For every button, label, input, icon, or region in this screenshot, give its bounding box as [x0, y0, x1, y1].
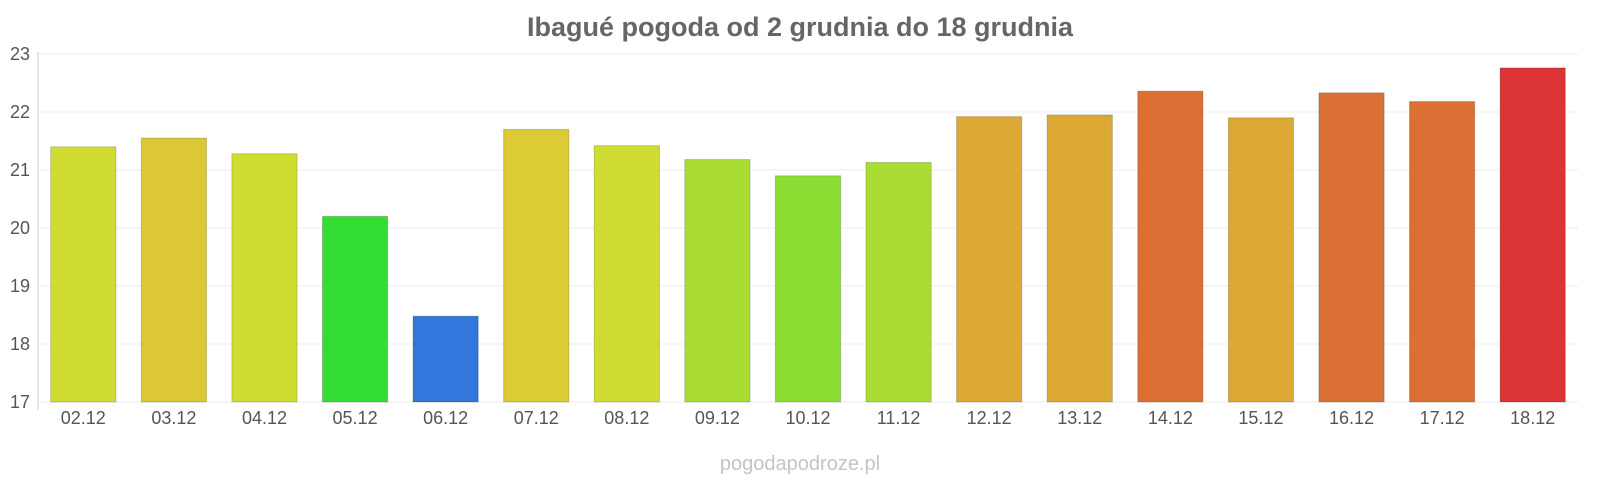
y-tick-label: 19	[10, 276, 30, 296]
bar-12.12	[956, 116, 1023, 403]
bar-09.12	[684, 159, 751, 403]
x-tick-label: 05.12	[333, 408, 378, 428]
bar-08.12	[593, 145, 660, 403]
y-tick-label: 23	[10, 44, 30, 64]
y-tick-label: 18	[10, 334, 30, 354]
x-tick-label: 15.12	[1238, 408, 1283, 428]
bar-03.12	[140, 137, 207, 403]
x-tick-label: 17.12	[1420, 408, 1465, 428]
x-tick-label: 12.12	[967, 408, 1012, 428]
x-tick-label: 07.12	[514, 408, 559, 428]
y-tick-label: 22	[10, 102, 30, 122]
x-tick-label: 06.12	[423, 408, 468, 428]
bar-02.12	[50, 146, 117, 403]
y-tick-label: 17	[10, 392, 30, 412]
bar-13.12	[1046, 114, 1113, 403]
bar-10.12	[774, 175, 842, 403]
x-tick-label: 18.12	[1510, 408, 1555, 428]
x-tick-label: 13.12	[1057, 408, 1102, 428]
y-tick-label: 21	[10, 160, 30, 180]
x-tick-label: 14.12	[1148, 408, 1193, 428]
bar-07.12	[503, 128, 570, 403]
bar-06.12	[412, 315, 479, 403]
x-tick-label: 16.12	[1329, 408, 1374, 428]
bar-11.12	[865, 161, 932, 403]
bar-16.12	[1318, 92, 1385, 403]
bar-17.12	[1409, 101, 1476, 403]
watermark: pogodapodroze.pl	[720, 453, 880, 475]
x-axis-ticks: 02.12 03.12 04.12 05.12 06.12 07.12 08.12 09.12…	[61, 408, 1555, 428]
y-tick-label: 20	[10, 218, 30, 238]
x-tick-label: 08.12	[604, 408, 649, 428]
chart-title: Ibagué pogoda od 2 grudnia do 18 grudnia	[527, 12, 1074, 42]
bar-05.12	[321, 215, 389, 403]
bar-15.12	[1227, 117, 1295, 403]
x-tick-label: 11.12	[877, 408, 921, 428]
bars	[50, 67, 1566, 403]
x-tick-label: 02.12	[61, 408, 106, 428]
x-tick-label: 04.12	[242, 408, 287, 428]
bar-14.12	[1137, 90, 1204, 403]
x-tick-label: 10.12	[785, 408, 830, 428]
bar-18.12	[1499, 67, 1566, 403]
x-tick-label: 03.12	[151, 408, 196, 428]
x-tick-label: 09.12	[695, 408, 740, 428]
bar-04.12	[231, 153, 298, 403]
y-axis-ticks: 17 18 19 20 21 22 23	[10, 44, 30, 412]
